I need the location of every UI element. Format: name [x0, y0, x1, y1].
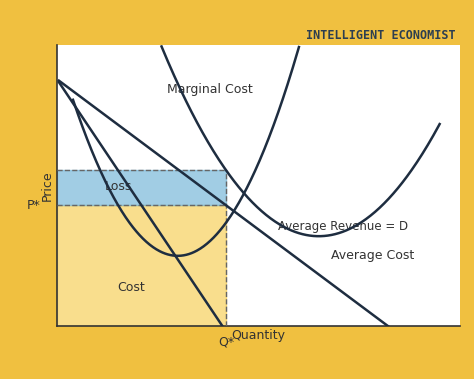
- Text: P*: P*: [27, 199, 41, 212]
- Text: Q*: Q*: [218, 336, 234, 349]
- Text: Average Cost: Average Cost: [331, 249, 414, 262]
- Y-axis label: Price: Price: [41, 171, 54, 201]
- X-axis label: Quantity: Quantity: [231, 329, 285, 342]
- Text: Marginal Cost: Marginal Cost: [167, 83, 253, 96]
- Text: Cost: Cost: [117, 281, 145, 294]
- Text: INTELLIGENT ECONOMIST: INTELLIGENT ECONOMIST: [306, 29, 456, 42]
- Text: Average Revenue = D: Average Revenue = D: [279, 220, 409, 233]
- Text: Loss: Loss: [105, 180, 133, 193]
